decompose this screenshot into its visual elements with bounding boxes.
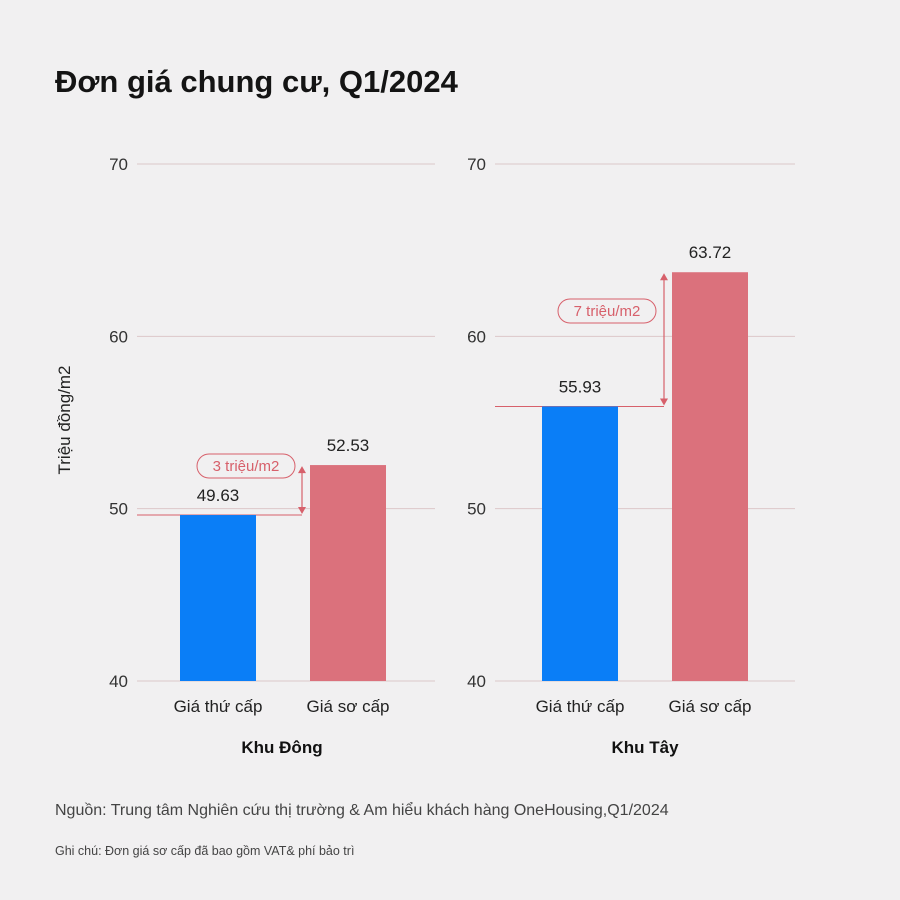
y-tick-label: 50 bbox=[467, 500, 486, 519]
difference-arrowhead-top bbox=[298, 466, 306, 474]
difference-pill bbox=[196, 453, 296, 479]
bar-secondary bbox=[542, 406, 618, 681]
difference-arrowhead-top bbox=[660, 273, 668, 281]
note-text: Ghi chú: Đơn giá sơ cấp đã bao gồm VAT& … bbox=[55, 844, 354, 858]
y-tick-label: 40 bbox=[109, 672, 128, 691]
panel-title: Khu Tây bbox=[611, 738, 679, 757]
bar-value-label: 52.53 bbox=[327, 436, 370, 455]
difference-label: 3 triệu/m2 bbox=[213, 458, 280, 475]
y-tick-label: 40 bbox=[467, 672, 486, 691]
y-tick-label: 70 bbox=[109, 155, 128, 174]
y-tick-label: 50 bbox=[109, 500, 128, 519]
source-text: Nguồn: Trung tâm Nghiên cứu thị trường &… bbox=[55, 801, 669, 819]
panel-title: Khu Đông bbox=[241, 738, 322, 757]
difference-arrowhead-bottom bbox=[298, 507, 306, 515]
category-label: Giá sơ cấp bbox=[307, 697, 390, 716]
bar-secondary bbox=[180, 515, 256, 681]
bar-primary bbox=[310, 465, 386, 681]
category-label: Giá thứ cấp bbox=[536, 697, 625, 716]
difference-arrowhead-bottom bbox=[660, 398, 668, 406]
chart-title: Đơn giá chung cư, Q1/2024 bbox=[55, 64, 459, 99]
category-label: Giá thứ cấp bbox=[174, 697, 263, 716]
difference-pill bbox=[557, 298, 657, 324]
category-label: Giá sơ cấp bbox=[669, 697, 752, 716]
bar-value-label: 63.72 bbox=[689, 243, 732, 262]
y-tick-label: 60 bbox=[467, 327, 486, 346]
bar-value-label: 55.93 bbox=[559, 377, 602, 396]
y-tick-label: 60 bbox=[109, 327, 128, 346]
y-tick-label: 70 bbox=[467, 155, 486, 174]
bar-primary bbox=[672, 272, 748, 681]
y-axis-label: Triệu đồng/m2 bbox=[55, 366, 74, 475]
bar-value-label: 49.63 bbox=[197, 486, 240, 505]
difference-label: 7 triệu/m2 bbox=[574, 303, 641, 320]
